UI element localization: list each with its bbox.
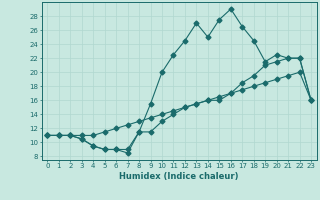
X-axis label: Humidex (Indice chaleur): Humidex (Indice chaleur) [119, 172, 239, 181]
